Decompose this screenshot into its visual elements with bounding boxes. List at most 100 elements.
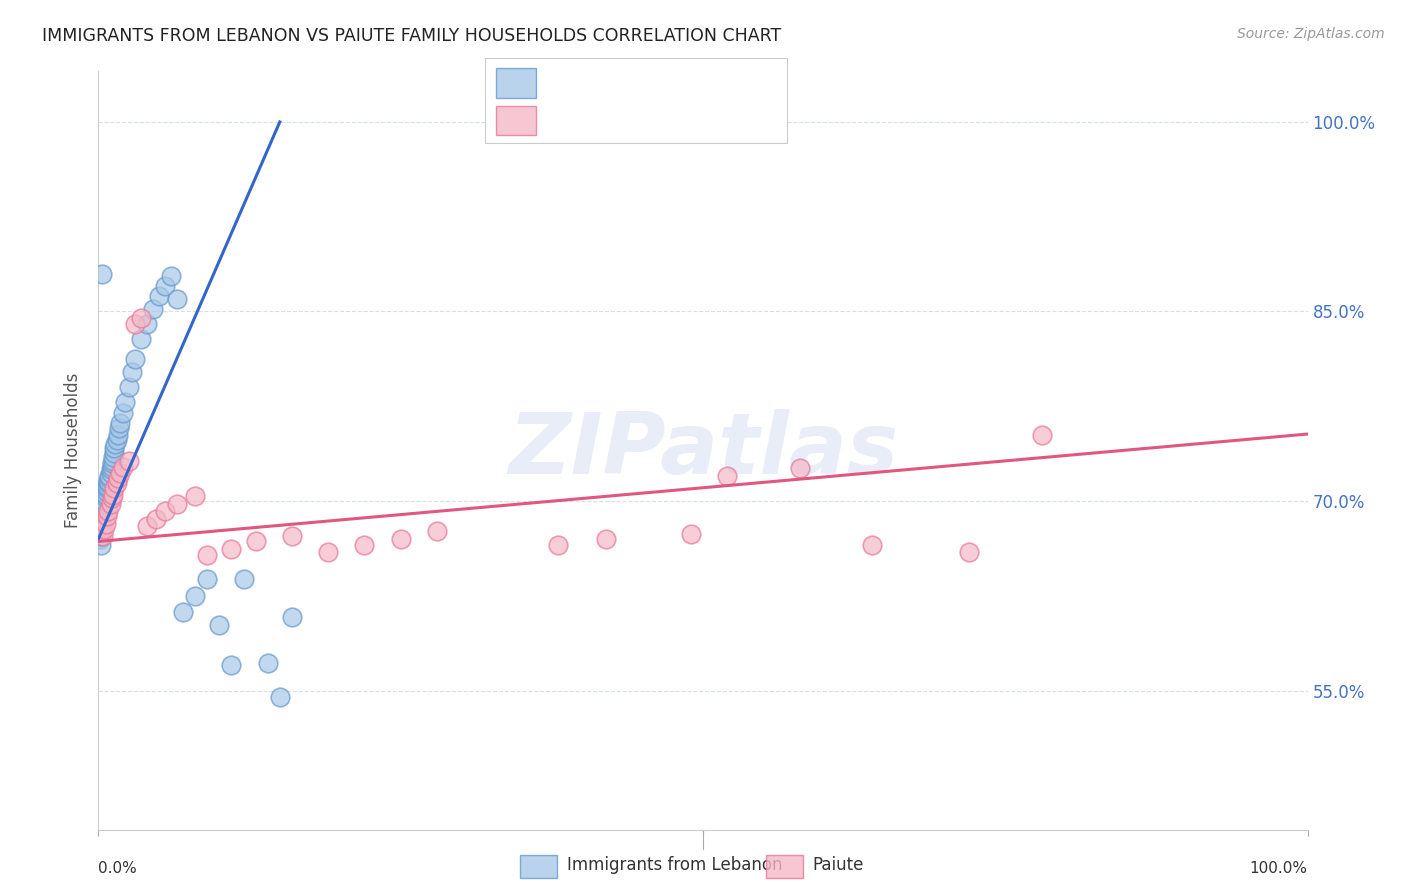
Text: Immigrants from Lebanon: Immigrants from Lebanon [567,856,782,874]
Point [221,541,243,557]
Point [101,450,124,464]
Point [679,526,702,541]
Point [107,471,129,485]
Text: N =: N = [623,110,671,128]
Point [547,538,569,552]
Point [111,459,134,474]
Point [145,511,167,525]
Point [121,365,143,379]
Point [103,446,125,460]
Point [94,491,117,506]
Point [97,476,120,491]
Point [104,437,127,451]
Text: 38: 38 [661,110,683,128]
Point [107,428,129,442]
Point [111,405,134,419]
Point [90,529,112,543]
Point [129,310,152,325]
Point [105,434,128,448]
Point [172,605,194,619]
Text: IMMIGRANTS FROM LEBANON VS PAIUTE FAMILY HOUSEHOLDS CORRELATION CHART: IMMIGRANTS FROM LEBANON VS PAIUTE FAMILY… [42,27,782,45]
Point [153,279,176,293]
Point [91,500,114,515]
Point [103,441,125,455]
Point [97,504,120,518]
Point [100,466,122,480]
Point [860,538,883,552]
Point [100,459,122,474]
Text: Source: ZipAtlas.com: Source: ZipAtlas.com [1237,27,1385,41]
Point [148,289,170,303]
Point [98,471,121,485]
Point [96,482,118,496]
Text: R =: R = [544,73,581,91]
Text: N =: N = [623,73,671,91]
Point [195,573,218,587]
Point [426,524,449,539]
Point [91,507,114,521]
Point [716,468,738,483]
Point [957,544,980,558]
Point [90,519,112,533]
Point [153,504,176,518]
Point [100,497,122,511]
Point [101,488,124,502]
Point [281,529,304,543]
Point [142,301,165,316]
Point [269,690,291,704]
Point [1031,428,1053,442]
Point [91,267,114,281]
Point [103,482,125,496]
Point [105,476,128,491]
Point [208,617,231,632]
Point [135,519,157,533]
Point [91,519,114,533]
Text: 100.0%: 100.0% [1250,861,1308,876]
Point [389,532,412,546]
Point [789,461,811,475]
Point [96,485,118,500]
Point [118,380,141,394]
Point [281,610,304,624]
Point [118,453,141,467]
Point [166,292,188,306]
Point [100,491,122,506]
Point [100,462,122,476]
Text: R =: R = [544,110,581,128]
Point [98,468,121,483]
Point [93,497,115,511]
Point [108,466,131,480]
Y-axis label: Family Households: Family Households [65,373,83,528]
Point [353,538,375,552]
Point [91,513,114,527]
Point [93,494,115,508]
Point [221,658,243,673]
Point [124,352,146,367]
Point [114,395,136,409]
Point [316,544,339,558]
Point [101,453,124,467]
Point [94,488,117,502]
Text: ZIPatlas: ZIPatlas [508,409,898,492]
Point [90,538,112,552]
Point [108,416,131,430]
Point [184,589,207,603]
Text: 0.264: 0.264 [567,110,619,128]
Point [94,516,117,531]
Point [129,332,152,346]
Point [108,420,131,434]
Point [135,317,157,331]
Point [195,549,218,563]
Point [256,656,278,670]
Point [160,269,183,284]
Point [96,479,118,493]
Point [100,456,122,470]
Point [97,474,120,488]
Point [93,522,115,536]
Point [184,489,207,503]
Point [96,509,118,524]
Point [245,534,267,549]
Point [124,317,146,331]
Text: 0.0%: 0.0% [98,861,138,876]
Point [91,529,114,543]
